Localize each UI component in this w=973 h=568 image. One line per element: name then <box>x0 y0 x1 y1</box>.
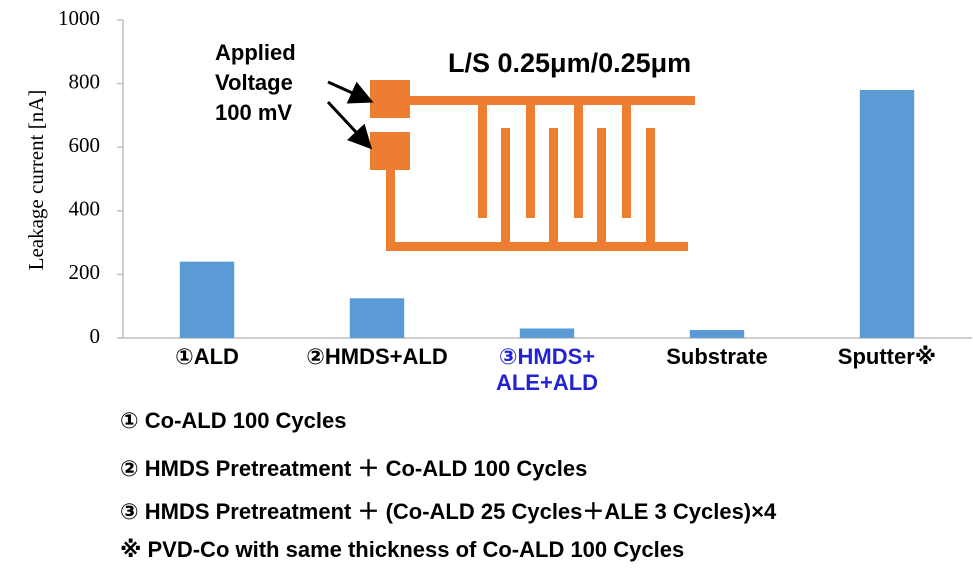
footnote: ② HMDS Pretreatment ＋ Co-ALD 100 Cycles <box>120 451 587 483</box>
bar <box>350 298 404 338</box>
page: Leakage current [nA] 0 200 400 600 800 1000 A… <box>0 0 973 568</box>
y-tick-label: 0 <box>90 324 101 348</box>
arrow <box>328 102 368 145</box>
y-axis-label: Leakage current [nA] <box>24 90 48 271</box>
annotation: L/S 0.25μm/0.25μm <box>448 48 691 79</box>
footnote: ③ HMDS Pretreatment ＋ (Co-ALD 25 Cycles＋… <box>120 494 776 526</box>
bar <box>690 330 744 338</box>
footnote: ※ PVD-Co with same thickness of Co-ALD 1… <box>120 537 684 563</box>
footnote: ① Co-ALD 100 Cycles <box>120 408 346 434</box>
x-tick-label: Sputter※ <box>787 344 973 370</box>
y-tick-label: 1000 <box>58 6 100 30</box>
y-tick-label: 200 <box>69 260 101 284</box>
y-tick-label: 400 <box>69 197 101 221</box>
annotation: Applied Voltage 100 mV <box>215 38 296 128</box>
y-tick-label: 600 <box>69 133 101 157</box>
y-tick-label: 800 <box>69 69 101 93</box>
bar <box>520 328 574 338</box>
arrow <box>328 82 368 100</box>
inset-diagram <box>370 80 695 251</box>
bar <box>180 262 234 338</box>
bar <box>860 90 914 338</box>
